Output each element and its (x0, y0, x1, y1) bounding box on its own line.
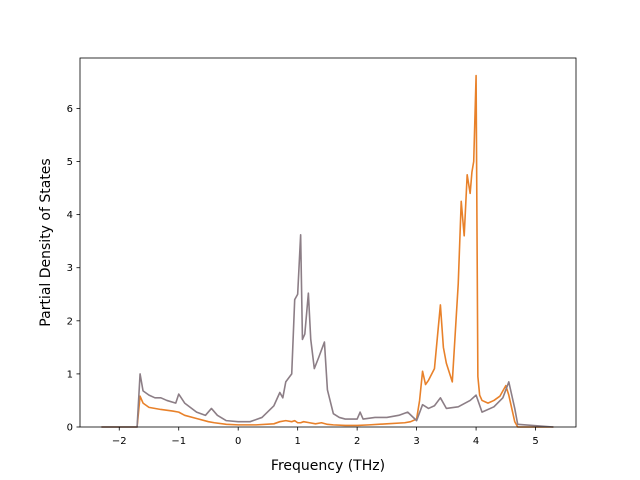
x-tick-label: 5 (532, 436, 538, 447)
x-tick-label: −2 (112, 436, 127, 447)
series-layer (101, 74, 554, 428)
series-line-0 (101, 74, 554, 428)
x-tick-label: 0 (235, 436, 241, 447)
y-tick-label: 5 (67, 157, 73, 168)
y-axis-ticks: 0 1 2 3 4 5 6 (67, 104, 80, 434)
y-axis-label: Partial Density of States (38, 158, 54, 326)
y-tick-label: 1 (67, 369, 73, 380)
y-tick-label: 2 (67, 316, 73, 327)
x-tick-label: 4 (473, 436, 479, 447)
x-tick-label: 3 (413, 436, 419, 447)
y-tick-label: 4 (67, 210, 73, 221)
x-tick-label: 1 (294, 436, 300, 447)
x-axis-ticks: −2 −1 0 1 2 3 4 5 (112, 427, 539, 447)
series-line-1 (101, 234, 554, 428)
plot-frame (79, 57, 577, 428)
y-tick-label: 0 (67, 423, 73, 434)
x-axis-label: Frequency (THz) (271, 458, 385, 474)
y-tick-label: 3 (67, 263, 73, 274)
x-tick-label: −1 (171, 436, 186, 447)
x-tick-label: 2 (354, 436, 360, 447)
y-tick-label: 6 (67, 104, 73, 115)
